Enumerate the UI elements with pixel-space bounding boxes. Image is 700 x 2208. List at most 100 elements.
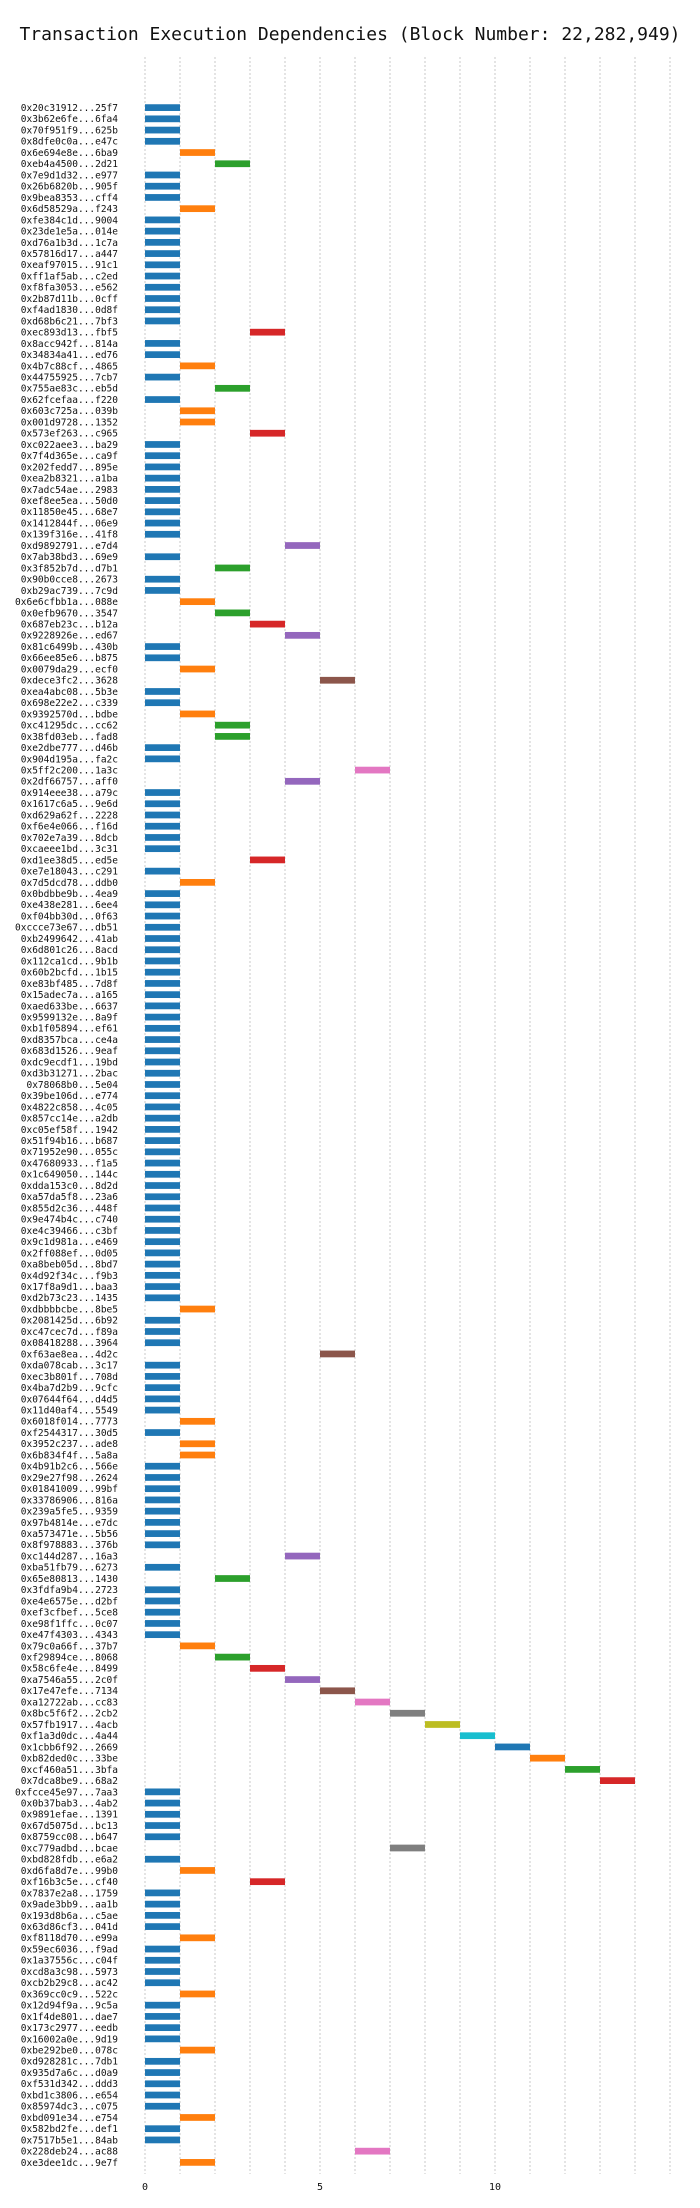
dependency-bar (145, 519, 180, 527)
dependency-bar (145, 901, 180, 909)
dependency-bar (145, 182, 180, 190)
dependency-bar (145, 1384, 180, 1392)
row-label: 0x3fdfa9b4...2723 (21, 1585, 118, 1596)
row-label: 0x2df66757...aff0 (21, 777, 119, 788)
dependency-bar (145, 295, 180, 302)
y-axis-labels: 0x20c31912...25f70x3b62e6fe...6fa40x70f9… (15, 103, 118, 2169)
row-label: 0x51f94b16...b687 (21, 1136, 118, 1147)
dependency-bar (145, 1631, 180, 1639)
row-label: 0xd76a1b3d...1c7a (21, 238, 118, 249)
dependency-bar (145, 1429, 180, 1436)
dependency-bar (180, 598, 215, 606)
row-label: 0xdbbbbcbe...8be5 (21, 1304, 118, 1315)
dependency-bar (145, 755, 180, 763)
dependency-bar (145, 1406, 180, 1414)
row-label: 0x17e47efe...7134 (21, 1686, 119, 1697)
row-label: 0xe438e281...6ee4 (21, 900, 119, 911)
dependency-bar (215, 609, 250, 617)
dependency-bar (145, 1620, 180, 1627)
row-label: 0x60b2bcfd...1b15 (21, 968, 118, 979)
row-label: 0x29e27f98...2624 (21, 1473, 119, 1484)
row-label: 0xcaeee1bd...3c31 (21, 844, 119, 855)
dependency-bar (180, 710, 215, 718)
row-label: 0x70f951f9...625b (21, 125, 119, 136)
dependency-bar (145, 1058, 180, 1066)
row-label: 0xe3dee1dc...9e7f (21, 2158, 118, 2169)
row-label: 0x8bc5f6f2...2cb2 (21, 1709, 118, 1720)
row-label: 0x7f4d365e...ca9f (21, 451, 118, 462)
dependency-bar (145, 1361, 180, 1369)
dependency-bar (145, 441, 180, 448)
dependency-bar (145, 1103, 180, 1111)
row-label: 0xa7546a55...2c0f (21, 1675, 118, 1686)
dependency-bar (250, 328, 285, 336)
row-label: 0x6e694e8e...6ba9 (21, 148, 119, 159)
dependency-bar (180, 1440, 215, 1448)
row-label: 0x9bea8353...cff4 (21, 193, 119, 204)
dependency-bar (250, 429, 285, 437)
dependency-bar (180, 1305, 215, 1313)
row-label: 0xd8357bca...ce4a (21, 1035, 118, 1046)
dependency-bar (145, 1507, 180, 1515)
dependency-bar (145, 306, 180, 314)
dependency-bar (180, 2114, 215, 2121)
row-label: 0x63d86cf3...041d (21, 1922, 118, 1933)
dependency-bar (145, 1249, 180, 1257)
row-label: 0xd928281c...7db1 (21, 2057, 119, 2068)
dependency-bar (145, 1855, 180, 1863)
row-label: 0xdc9ecdf1...19bd (21, 1057, 118, 1068)
row-label: 0xf2544317...30d5 (21, 1428, 118, 1439)
row-label: 0x603c725a...039b (21, 406, 119, 417)
row-label: 0xe7e18043...c291 (21, 867, 119, 878)
dependency-bar (355, 2147, 390, 2155)
row-label: 0x57816d17...a447 (21, 249, 118, 260)
dependency-bar (145, 1047, 180, 1055)
dependency-bar (180, 1867, 215, 1874)
dependency-bar (145, 463, 180, 471)
dependency-bar (145, 2013, 180, 2020)
dependency-bar (285, 777, 320, 785)
dependency-bar (145, 1530, 180, 1537)
dependency-bar (145, 115, 180, 123)
dependency-bar (145, 137, 180, 145)
row-label: 0xfe384c1d...9004 (21, 215, 119, 226)
dependency-bar (145, 2001, 180, 2009)
row-label: 0x0079da29...ecf0 (21, 664, 119, 675)
row-label: 0xc05ef58f...1942 (21, 1125, 118, 1136)
dependency-bar (215, 1575, 250, 1582)
row-label: 0xc779adbd...bcae (21, 1843, 119, 1854)
dependency-bar (145, 1271, 180, 1279)
row-label: 0x16002a0e...9d19 (21, 2034, 119, 2045)
row-label: 0xa8beb05d...8bd7 (21, 1260, 118, 1271)
grid-lines (144, 57, 671, 2174)
row-label: 0x97b4814e...e7dc (21, 1518, 118, 1529)
dependency-bar (145, 800, 180, 808)
dependency-bar (145, 351, 180, 359)
dependency-bar (145, 1945, 180, 1953)
dependency-bar (145, 1170, 180, 1178)
dependency-bar (145, 789, 180, 796)
dependency-bar (145, 474, 180, 482)
dependency-bar (180, 665, 215, 673)
dependency-bar (145, 1114, 180, 1122)
dependency-bar (145, 452, 180, 460)
row-label: 0x7dca8be9...68a2 (21, 1776, 118, 1787)
row-label: 0x79c0a66f...37b7 (21, 1641, 118, 1652)
row-label: 0xe98f1ffc...0c07 (21, 1619, 118, 1630)
row-label: 0x08418288...3964 (21, 1338, 119, 1349)
dependency-bar (145, 2035, 180, 2043)
row-label: 0x1412844f...06e9 (21, 518, 119, 529)
row-label: 0x1cbb6f92...2669 (21, 1742, 119, 1753)
row-label: 0xec893d13...fbf5 (21, 328, 118, 339)
dependency-bar (145, 587, 180, 594)
dependency-bar (180, 1934, 215, 1942)
dependency-bar (145, 373, 180, 381)
row-label: 0x9392570d...bdbe (21, 709, 119, 720)
row-label: 0x2ff088ef...0d05 (21, 1248, 118, 1259)
row-label: 0x6d801c26...8acd (21, 945, 118, 956)
dependency-bar (145, 508, 180, 516)
row-label: 0x1617c6a5...9e6d (21, 799, 118, 810)
dependency-bar (320, 676, 355, 684)
row-label: 0x58c6fe4e...8499 (21, 1664, 119, 1675)
dependency-bar (145, 283, 180, 291)
